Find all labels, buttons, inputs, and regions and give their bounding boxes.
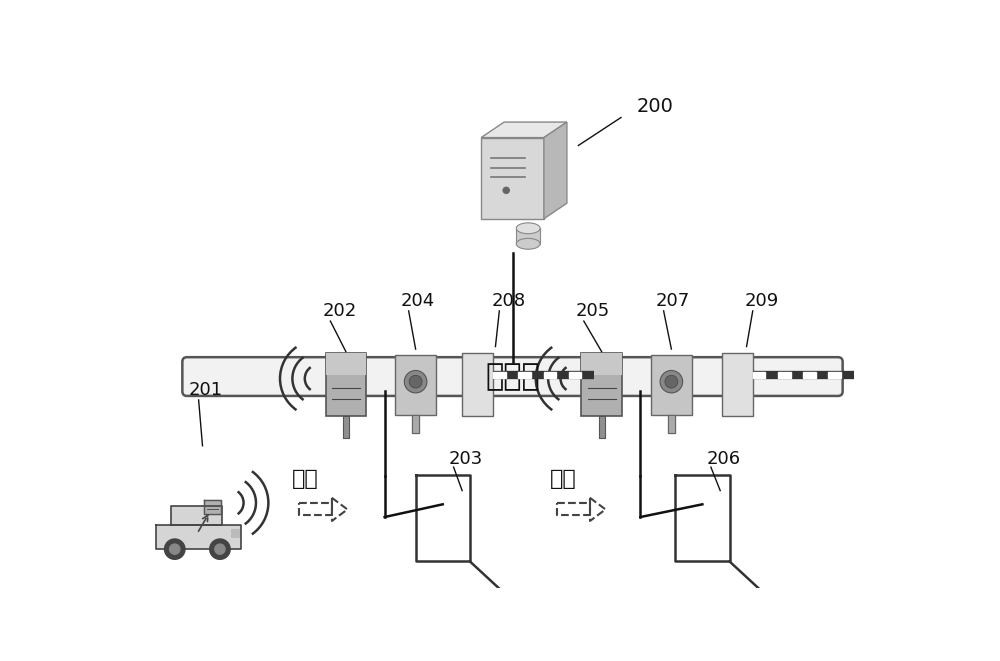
Polygon shape <box>416 475 470 561</box>
Polygon shape <box>544 372 556 378</box>
Circle shape <box>210 539 230 559</box>
Polygon shape <box>481 137 544 219</box>
Polygon shape <box>722 353 753 416</box>
Polygon shape <box>171 506 222 525</box>
Text: 204: 204 <box>401 292 435 310</box>
Circle shape <box>409 375 422 388</box>
Polygon shape <box>516 228 540 244</box>
Polygon shape <box>544 122 567 219</box>
Polygon shape <box>778 372 791 378</box>
Polygon shape <box>395 355 436 414</box>
Text: 出口: 出口 <box>550 469 576 490</box>
Circle shape <box>165 539 185 559</box>
Polygon shape <box>803 372 816 378</box>
Text: 局域网: 局域网 <box>485 362 540 391</box>
Polygon shape <box>231 529 241 538</box>
Text: 205: 205 <box>576 302 610 320</box>
Polygon shape <box>651 355 692 414</box>
Polygon shape <box>675 475 730 561</box>
Polygon shape <box>753 372 765 378</box>
Polygon shape <box>412 414 419 433</box>
Polygon shape <box>343 416 349 438</box>
Text: 208: 208 <box>492 292 526 310</box>
Text: 203: 203 <box>449 449 483 467</box>
Polygon shape <box>481 122 567 137</box>
Circle shape <box>215 544 225 554</box>
Text: 入口: 入口 <box>291 469 318 490</box>
Polygon shape <box>569 372 581 378</box>
Polygon shape <box>156 525 241 549</box>
Circle shape <box>502 186 510 194</box>
Polygon shape <box>462 353 493 416</box>
Polygon shape <box>493 372 506 378</box>
Text: 209: 209 <box>745 292 779 310</box>
Circle shape <box>665 375 678 388</box>
Text: 200: 200 <box>637 97 673 116</box>
Polygon shape <box>581 353 622 375</box>
Circle shape <box>170 544 180 554</box>
Polygon shape <box>332 498 347 521</box>
Text: 202: 202 <box>323 302 357 320</box>
Polygon shape <box>668 414 675 433</box>
Polygon shape <box>581 353 622 416</box>
Polygon shape <box>828 372 841 378</box>
Polygon shape <box>590 498 606 521</box>
Polygon shape <box>557 504 590 516</box>
Text: 201: 201 <box>189 381 223 399</box>
Polygon shape <box>299 504 332 516</box>
Polygon shape <box>326 353 366 375</box>
Ellipse shape <box>516 223 540 234</box>
Text: 207: 207 <box>656 292 690 310</box>
Polygon shape <box>518 372 531 378</box>
Polygon shape <box>599 416 605 438</box>
Polygon shape <box>326 353 366 416</box>
Text: 206: 206 <box>706 449 740 467</box>
Circle shape <box>404 370 427 393</box>
Circle shape <box>660 370 683 393</box>
FancyBboxPatch shape <box>182 357 843 396</box>
Ellipse shape <box>516 239 540 249</box>
Polygon shape <box>204 500 221 514</box>
